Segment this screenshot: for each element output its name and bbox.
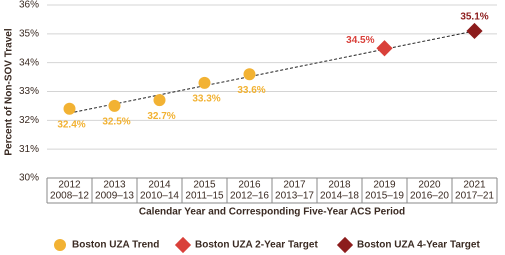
x-tick-label: 2021 — [463, 180, 486, 191]
data-point — [63, 102, 76, 115]
data-label: 34.5% — [346, 35, 374, 46]
x-period-label: 2009–13 — [95, 191, 134, 202]
x-tick-label: 2017 — [283, 180, 306, 191]
data-point — [243, 68, 256, 81]
x-tick-label: 2016 — [238, 180, 261, 191]
data-label: 32.4% — [57, 119, 85, 130]
data-label: 32.7% — [147, 111, 175, 122]
trend-line — [69, 30, 475, 114]
y-tick-label: 32% — [19, 115, 39, 126]
legend-label: Boston UZA 4-Year Target — [357, 240, 480, 251]
y-axis-title: Percent of Non-SOV Travel — [4, 28, 15, 155]
data-point — [108, 99, 121, 112]
legend-label: Boston UZA 2-Year Target — [195, 240, 318, 251]
y-tick-label: 35% — [19, 28, 39, 39]
x-period-label: 2016–20 — [410, 191, 449, 202]
data-label: 33.3% — [192, 93, 220, 104]
x-tick-label: 2018 — [328, 180, 351, 191]
x-period-label: 2017–21 — [455, 191, 494, 202]
y-tick-label: 31% — [19, 144, 39, 155]
x-period-label: 2014–18 — [320, 191, 359, 202]
data-label: 33.6% — [237, 85, 265, 96]
data-point — [376, 40, 393, 57]
x-period-label: 2008–12 — [50, 191, 89, 202]
x-period-label: 2013–17 — [275, 191, 314, 202]
x-tick-label: 2013 — [103, 180, 126, 191]
legend-marker — [174, 236, 192, 254]
data-label: 35.1% — [460, 12, 488, 23]
y-tick-label: 30% — [19, 173, 39, 184]
data-point — [198, 76, 211, 89]
legend-marker — [54, 239, 66, 251]
data-label: 32.5% — [102, 117, 130, 128]
data-point — [153, 94, 166, 107]
x-tick-label: 2014 — [148, 180, 171, 191]
y-tick-label: 33% — [19, 86, 39, 97]
data-point — [466, 22, 483, 40]
x-period-label: 2015–19 — [365, 191, 404, 202]
x-tick-label: 2012 — [58, 180, 81, 191]
legend-label: Boston UZA Trend — [72, 240, 159, 251]
x-period-label: 2010–14 — [140, 191, 179, 202]
x-axis-title: Calendar Year and Corresponding Five-Yea… — [139, 207, 405, 218]
legend-marker — [336, 236, 354, 254]
x-tick-label: 2020 — [418, 180, 441, 191]
x-period-label: 2012–16 — [230, 191, 269, 202]
x-period-label: 2011–15 — [185, 191, 224, 202]
y-tick-label: 36% — [19, 0, 39, 11]
x-tick-label: 2019 — [373, 180, 396, 191]
x-tick-label: 2015 — [193, 180, 216, 191]
y-tick-label: 34% — [19, 57, 39, 68]
